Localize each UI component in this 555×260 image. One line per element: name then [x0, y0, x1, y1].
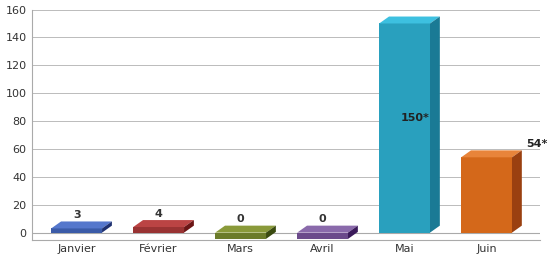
- Polygon shape: [461, 157, 512, 233]
- Polygon shape: [379, 17, 440, 23]
- Polygon shape: [379, 23, 430, 233]
- Polygon shape: [348, 226, 358, 239]
- Text: 150*: 150*: [401, 113, 430, 123]
- Text: 0: 0: [319, 214, 326, 224]
- Text: 4: 4: [155, 209, 163, 219]
- Polygon shape: [102, 222, 112, 233]
- Polygon shape: [297, 226, 358, 233]
- Text: 0: 0: [237, 214, 244, 224]
- Polygon shape: [215, 226, 276, 233]
- Polygon shape: [512, 150, 522, 233]
- Text: 54*: 54*: [526, 139, 547, 149]
- Polygon shape: [297, 233, 348, 239]
- Polygon shape: [133, 220, 194, 227]
- Polygon shape: [430, 17, 440, 233]
- Text: 3: 3: [73, 210, 80, 220]
- Polygon shape: [215, 233, 266, 239]
- Polygon shape: [184, 220, 194, 233]
- Polygon shape: [133, 227, 184, 233]
- Polygon shape: [461, 150, 522, 157]
- Polygon shape: [51, 229, 102, 233]
- Polygon shape: [266, 226, 276, 239]
- Polygon shape: [51, 222, 112, 229]
